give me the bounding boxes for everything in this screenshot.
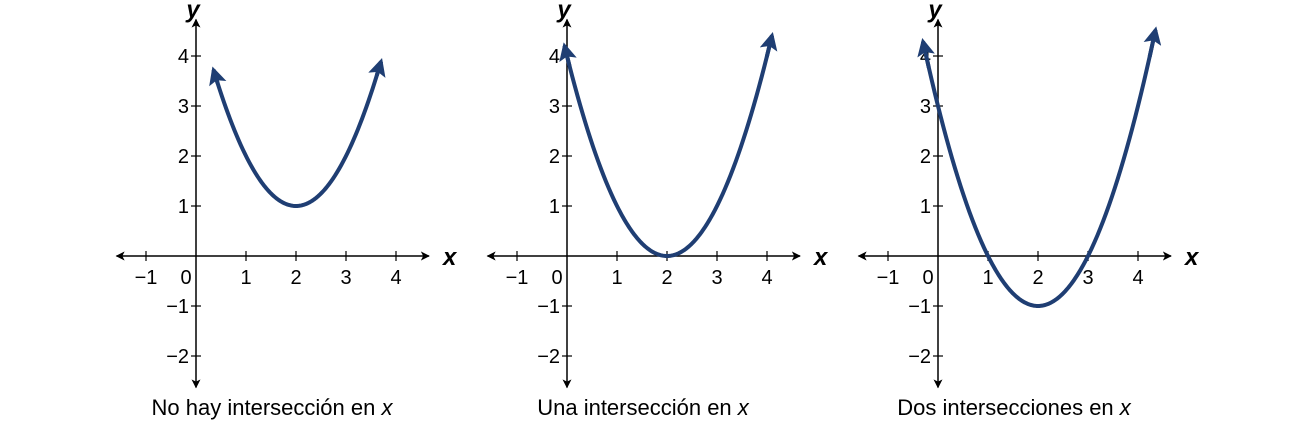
y-tick-label: 3 — [549, 96, 560, 118]
x-tick-label: 4 — [1132, 267, 1143, 289]
y-tick-label: 4 — [178, 46, 189, 68]
x-axis-label: x — [441, 244, 458, 271]
panel-one-intercept: −1 0 1 2 3 4 4 3 2 1 −1 −2 x y Una intersección en x — [486, 0, 829, 420]
parabola-curve — [921, 29, 1158, 308]
x-tick-label: 1 — [611, 267, 622, 289]
y-tick-label: −2 — [908, 346, 931, 368]
x-tick-label: 2 — [290, 267, 301, 289]
y-tick-label: 2 — [178, 146, 189, 168]
x-tick-label: 0 — [551, 267, 562, 289]
y-tick-label: −1 — [537, 296, 560, 318]
y-tick-label: −2 — [166, 346, 189, 368]
x-tick-label: 3 — [1082, 267, 1093, 289]
curve-arrow-right — [1143, 26, 1162, 57]
caption-variable: x — [1119, 395, 1132, 420]
caption-text: Dos intersecciones en — [897, 395, 1120, 420]
caption-variable: x — [380, 395, 393, 420]
y-tick-label: 1 — [920, 196, 931, 218]
y-tick-label: 1 — [178, 196, 189, 218]
panel-caption: No hay intersección en x — [152, 395, 394, 420]
y-axis-label: y — [927, 0, 943, 24]
caption-variable: x — [737, 395, 750, 420]
y-tick-label: −1 — [166, 296, 189, 318]
curve-arrow-left — [917, 37, 935, 68]
x-axis-label: x — [812, 244, 829, 271]
curve-arrow-left — [209, 66, 227, 87]
caption-text: Una intersección en — [537, 395, 738, 420]
parabola-curve — [562, 35, 774, 258]
y-tick-label: 4 — [549, 46, 560, 68]
x-tick-label: −1 — [877, 267, 900, 289]
x-tick-label: 2 — [1032, 267, 1043, 289]
curve-arrow-right — [368, 58, 386, 78]
x-tick-label: 1 — [240, 267, 251, 289]
x-tick-label: 0 — [922, 267, 933, 289]
x-tick-label: 0 — [180, 267, 191, 289]
x-tick-label: 4 — [390, 267, 401, 289]
x-tick-label: 2 — [661, 267, 672, 289]
x-tick-label: 1 — [982, 267, 993, 289]
y-tick-label: 1 — [549, 196, 560, 218]
y-tick-label: 2 — [549, 146, 560, 168]
x-tick-label: 3 — [340, 267, 351, 289]
x-tick-label: 4 — [761, 267, 772, 289]
x-axis-label: x — [1183, 244, 1200, 271]
x-tick-label: 3 — [711, 267, 722, 289]
y-axis-label: y — [556, 0, 572, 24]
y-axis-label: y — [185, 0, 201, 24]
caption-text: No hay intersección en — [152, 395, 382, 420]
parabola-curve — [211, 60, 383, 208]
panel-caption: Dos intersecciones en x — [897, 395, 1132, 420]
panel-no-intercept: −1 0 1 2 3 4 4 3 2 1 −1 −2 x y No hay intersección en … — [115, 0, 458, 420]
x-tick-label: −1 — [135, 267, 158, 289]
y-tick-label: −2 — [537, 346, 560, 368]
curve-arrow-right — [759, 32, 778, 58]
panel-caption: Una intersección en x — [537, 395, 750, 420]
y-tick-label: −1 — [908, 296, 931, 318]
y-tick-label: 2 — [920, 146, 931, 168]
curve-arrow-left — [559, 42, 577, 68]
y-tick-label: 3 — [178, 96, 189, 118]
x-tick-label: −1 — [506, 267, 529, 289]
y-tick-label: 3 — [920, 96, 931, 118]
